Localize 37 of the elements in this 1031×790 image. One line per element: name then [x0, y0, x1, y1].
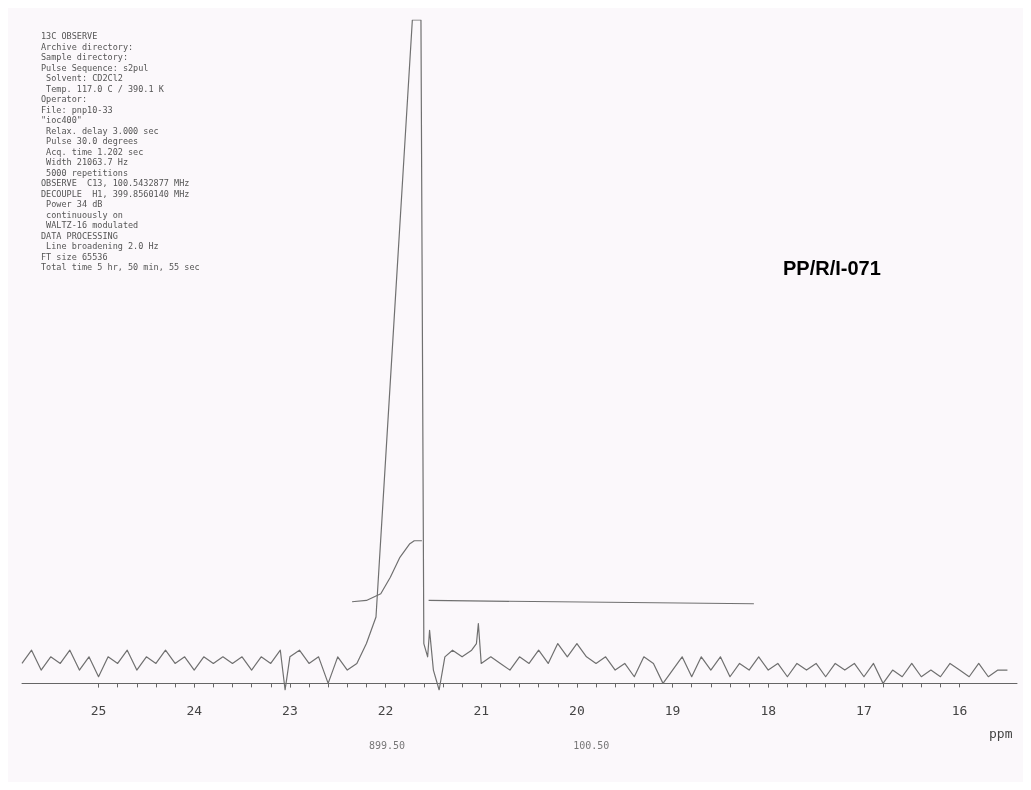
- annotation: DATA PROCESSING: [41, 230, 118, 241]
- annotation: Width 21063.7 Hz: [41, 157, 128, 168]
- annotation: "ioc400": [41, 115, 82, 126]
- annotation: 5000 repetitions: [41, 167, 128, 178]
- x-tick-label: 18: [760, 703, 777, 718]
- annotation: Operator:: [41, 94, 88, 105]
- annotation: Solvent: CD2Cl2: [41, 73, 123, 84]
- text: PP/R/I-071: [783, 257, 881, 279]
- x-axis-title: ppm: [989, 726, 1013, 742]
- annotation: Relax. delay 3.000 sec: [41, 125, 159, 136]
- annotation: File: pnp10-33: [41, 104, 113, 115]
- annotation: Total time 5 hr, 50 min, 55 sec: [41, 262, 200, 273]
- annotation: FT size 65536: [41, 251, 108, 262]
- x-tick-label: 16: [951, 703, 968, 718]
- x-tick-label: 25: [90, 703, 107, 718]
- x-tick-label: 19: [664, 703, 681, 718]
- annotation: Acq. time 1.202 sec: [41, 146, 144, 157]
- x-tick-label: 21: [473, 703, 490, 718]
- x-tick-label: 20: [569, 703, 585, 718]
- annotation: DECOUPLE H1, 399.8560140 MHz: [41, 188, 190, 199]
- annotation: Pulse Sequence: s2pul: [41, 62, 149, 73]
- annotation: Pulse 30.0 degrees: [41, 136, 139, 147]
- annotation: OBSERVE C13, 100.5432877 MHz: [41, 178, 190, 189]
- annotation: continuously on: [41, 209, 123, 220]
- text: 899.50: [368, 739, 406, 751]
- x-tick-label: 23: [282, 703, 298, 718]
- annotation: Temp. 117.0 C / 390.1 K: [41, 83, 165, 94]
- text: 13C OBSERVE: [41, 31, 98, 42]
- annotation: Line broadening 2.0 Hz: [41, 241, 159, 252]
- annotation: Archive directory:: [41, 41, 134, 52]
- text: 100.50: [573, 739, 610, 751]
- annotation: Power 34 dB: [41, 199, 103, 210]
- x-tick-label: 22: [377, 703, 394, 718]
- x-tick-label: 24: [186, 703, 203, 718]
- annotation: WALTZ-16 modulated: [41, 220, 139, 231]
- x-tick-label: 17: [856, 703, 872, 718]
- annotation: Sample directory:: [41, 52, 128, 63]
